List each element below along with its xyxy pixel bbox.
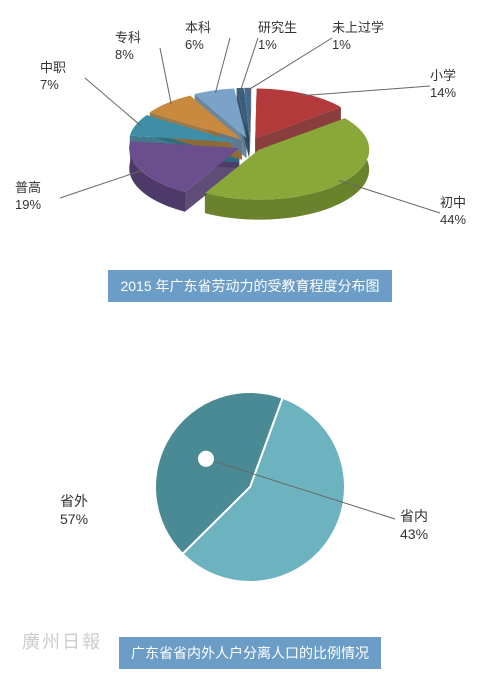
label-pct: 19% [15,197,41,214]
label-pct: 43% [400,525,428,543]
label-pct: 14% [430,85,456,102]
label-name: 小学 [430,68,456,85]
watermark: 廣州日報 [22,628,102,654]
education-pie-chart: 未上过学1%小学14%初中44%普高19%中职7%专科8%本科6%研究生1% [0,0,500,270]
education-label-1: 小学14% [430,68,456,102]
label-name: 研究生 [258,20,297,37]
label-name: 省外 [60,492,88,510]
education-label-3: 普高19% [15,180,41,214]
residence-label-0: 省外57% [60,492,88,528]
education-label-4: 中职7% [40,60,66,94]
label-pct: 57% [60,510,88,528]
label-name: 专科 [115,30,141,47]
education-label-2: 初中44% [440,195,466,229]
label-name: 普高 [15,180,41,197]
label-pct: 1% [258,37,297,54]
education-chart-title: 2015 年广东省劳动力的受教育程度分布图 [108,270,391,302]
label-name: 中职 [40,60,66,77]
education-pie-svg [0,0,500,270]
label-pct: 6% [185,37,211,54]
label-pct: 1% [332,37,384,54]
education-label-7: 研究生1% [258,20,297,54]
label-name: 未上过学 [332,20,384,37]
label-pct: 7% [40,77,66,94]
residence-chart-title: 广东省省内外人户分离人口的比例情况 [119,637,381,669]
education-label-5: 专科8% [115,30,141,64]
education-title-wrap: 2015 年广东省劳动力的受教育程度分布图 [0,270,500,302]
education-label-6: 本科6% [185,20,211,54]
label-name: 省内 [400,507,428,525]
residence-label-1: 省内43% [400,507,428,543]
label-pct: 8% [115,47,141,64]
label-pct: 44% [440,212,466,229]
residence-pie-chart: 省外57% 省内43% [0,357,500,637]
label-name: 初中 [440,195,466,212]
education-label-0: 未上过学1% [332,20,384,54]
label-name: 本科 [185,20,211,37]
